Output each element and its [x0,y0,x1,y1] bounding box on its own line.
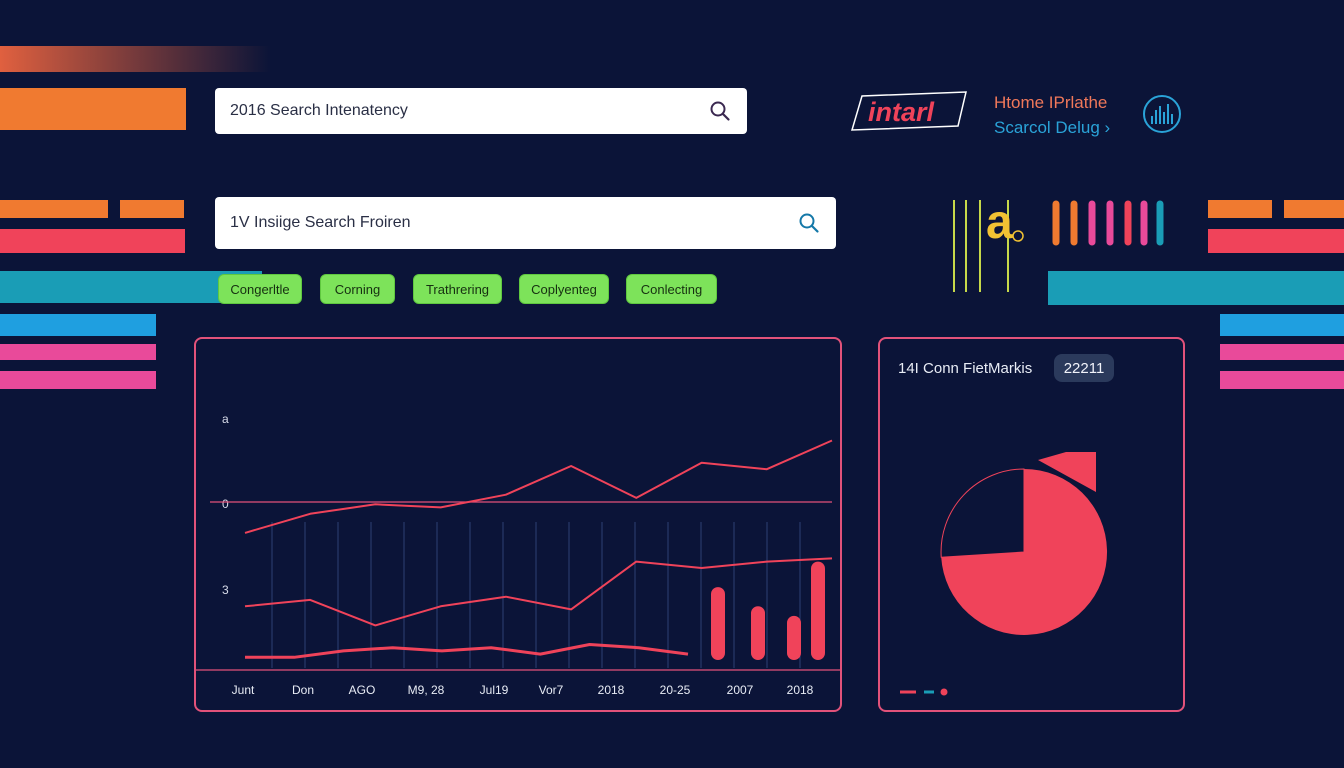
decor-pink-bar [1220,371,1344,389]
decor-teal-bar [1048,271,1344,305]
search-primary-value[interactable]: 2016 Search Intenatency [230,102,408,119]
decor-orange-bar-short [120,200,184,218]
series-line [245,643,689,659]
x-tick-label: M9, 28 [407,683,445,697]
pie-slice [940,468,1025,558]
x-tick-label: 2018 [786,683,814,697]
filter-chip[interactable]: Trathrering [413,274,502,304]
legend-icon [898,684,958,696]
decor-orange-bar-short [1284,200,1344,218]
decor-vertical-lines: a [948,196,1168,294]
x-tick-label: Don [291,683,314,697]
x-tick-label: 2018 [597,683,625,697]
filter-chip[interactable]: Conlecting [626,274,717,304]
search-secondary[interactable]: 1V Insiige Search Froiren [215,197,836,249]
x-tick-label: 2007 [726,683,754,697]
filter-chip[interactable]: Coplyenteg [519,274,609,304]
logo-text: intarl [868,97,935,127]
decor-red-bar [0,229,185,253]
bar [811,561,825,660]
search-icon[interactable] [707,98,733,124]
decor-blue-bar [1220,314,1344,336]
y-axis-label: 3 [222,583,229,597]
nav-link-home[interactable]: Htome IPrlathe [994,93,1108,112]
brand-logo[interactable]: intarl [848,90,968,134]
series-line [244,439,833,534]
decor-glyph: a [986,198,1013,249]
decor-pink-bar [1220,344,1344,360]
filter-chip-label: Trathrering [425,281,490,297]
chart-bars-icon[interactable] [1142,94,1182,134]
pie-chart [940,452,1108,635]
filter-chip[interactable]: Congerltle [218,274,302,304]
bar [751,606,765,660]
search-icon[interactable] [796,210,822,236]
kpi-title: 14I Conn FietMarkis [898,360,1033,377]
x-tick-label: 20-25 [659,683,691,697]
decor-orange-bar [0,88,186,130]
decor-blue-bar [0,314,156,336]
decor-pink-bar [0,344,156,360]
search-secondary-value[interactable]: 1V Insiige Search Froiren [230,214,411,231]
decor-orange-bar-short [1208,200,1272,218]
decor-orange-bar-short [0,200,108,218]
x-tick-label: Junt [231,683,255,697]
decor-pink-bar [0,371,156,389]
x-tick-label: Vor7 [538,683,564,697]
bar [787,615,801,660]
decor-gradient-bar [0,46,270,72]
filter-chip[interactable]: Corning [320,274,395,304]
search-primary[interactable]: 2016 Search Intenatency [215,88,747,134]
decor-red-bar [1208,229,1344,253]
filter-chip-label: Conlecting [640,281,703,297]
x-tick-label: AGO [348,683,376,697]
kpi-badge: 22211 [1054,354,1114,382]
y-axis-label: 0 [222,497,229,511]
filter-chip-label: Coplyenteg [531,281,597,297]
nav-link-search[interactable]: Scarcol Delug › [994,118,1111,137]
filter-chip-label: Corning [334,281,381,297]
pie-slice-exploded [1038,452,1096,492]
x-tick-label: Jul19 [479,683,509,697]
y-axis-label: a [222,412,229,426]
series-line [244,557,833,627]
bar [711,587,725,660]
filter-chip-label: Congerltle [230,281,290,297]
